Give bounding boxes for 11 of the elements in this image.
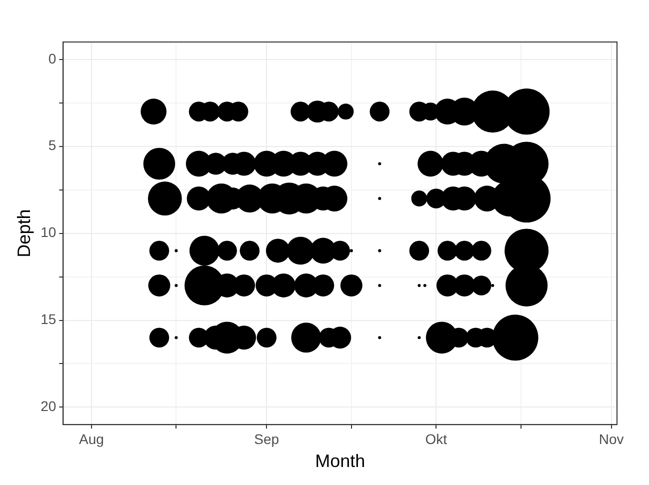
x-tick-label: Sep [254,430,280,447]
x-tick-label: Okt [425,430,448,447]
y-axis-title: Depth [14,209,34,258]
x-tick-label: Nov [598,430,624,447]
y-tick-label: 20 [40,398,56,414]
y-tick-label: 5 [48,137,56,154]
x-tick-label: Aug [78,430,104,447]
y-tick-label: 10 [40,224,56,240]
y-tick-label: 15 [40,311,56,328]
x-axis-title: Month [315,451,366,472]
y-tick-label: 0 [48,50,56,66]
